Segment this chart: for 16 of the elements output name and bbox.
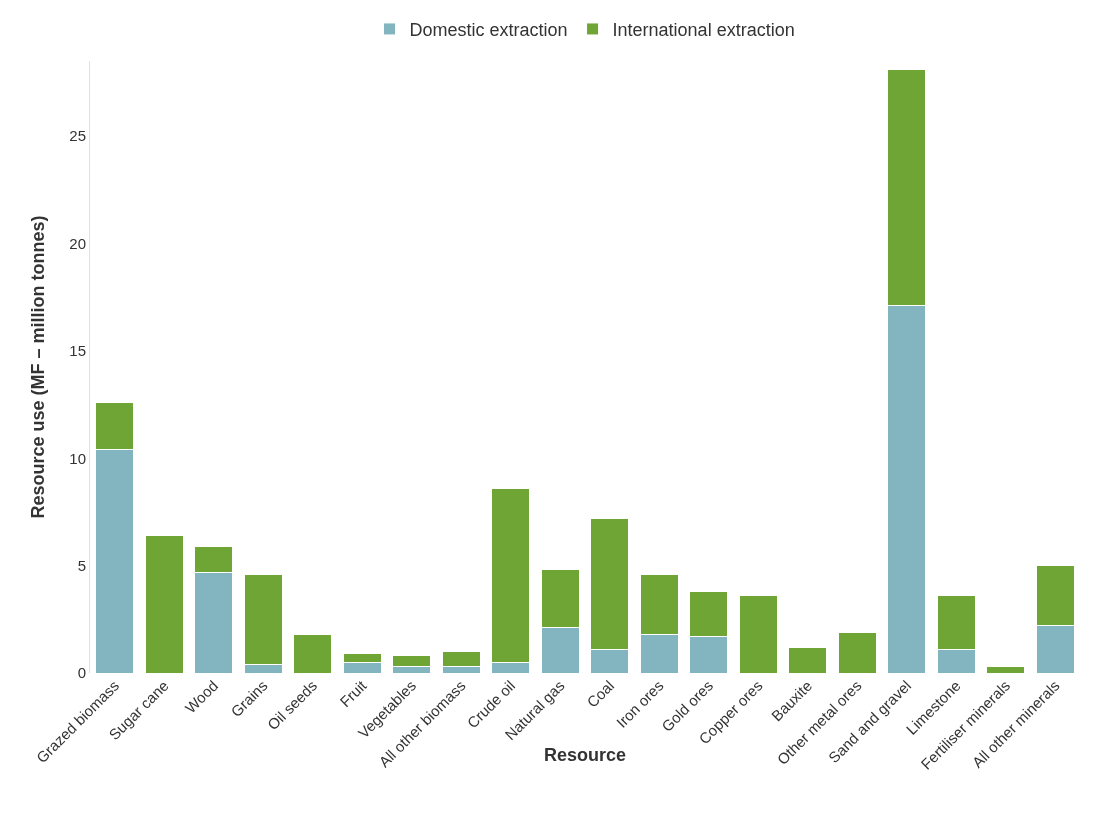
y-tick-label: 0 <box>77 664 86 682</box>
bar <box>788 646 828 673</box>
y-tick-label: 15 <box>69 342 86 360</box>
legend-label: International extraction <box>612 19 795 40</box>
bar <box>986 666 1026 673</box>
legend-label: Domestic extraction <box>409 19 568 40</box>
y-tick-label: 5 <box>77 556 86 574</box>
bar <box>837 631 877 673</box>
bar <box>293 633 333 673</box>
bar <box>144 535 184 673</box>
x-axis-title: Resource <box>543 745 627 766</box>
y-axis-title: Resource use (MF – million tonnes) <box>28 215 48 519</box>
y-tick-label: 10 <box>69 449 86 467</box>
y-tick-label: 20 <box>69 234 86 252</box>
bar <box>738 595 778 673</box>
y-tick-label: 25 <box>69 127 86 145</box>
